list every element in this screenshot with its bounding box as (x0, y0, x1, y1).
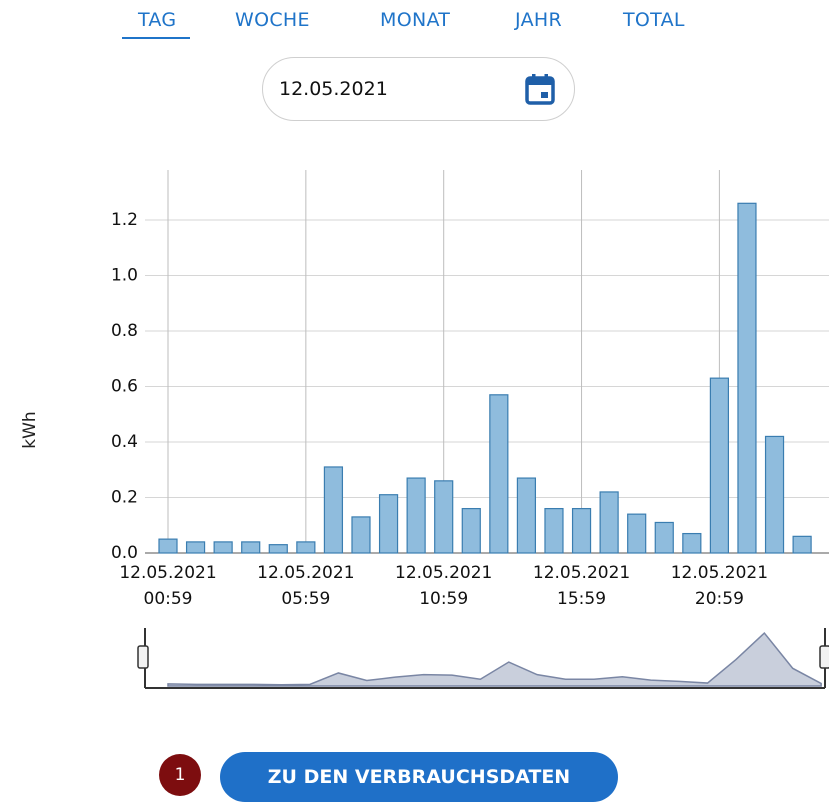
x-tick-label: 12.05.2021 20:59 (670, 563, 769, 609)
date-picker[interactable]: 12.05.2021 (262, 57, 575, 121)
y-tick-label: 0.8 (111, 321, 138, 341)
bar (406, 477, 426, 554)
y-tick-label: 0.2 (111, 487, 138, 507)
tab[interactable]: TOTAL (623, 9, 685, 31)
tab[interactable]: MONAT (380, 9, 451, 31)
bar (599, 491, 619, 554)
bar (296, 541, 316, 554)
tab[interactable]: WOCHE (235, 9, 310, 31)
y-tick-label: 0.4 (111, 432, 138, 452)
bar (213, 541, 233, 554)
bar (434, 480, 454, 554)
tab[interactable]: TAG (122, 9, 191, 39)
bar (185, 541, 206, 554)
date-text: 12.05.2021 (279, 78, 388, 100)
chart: 0.0 0.2 0.4 0.6 0.8 1.0 1.2 (111, 170, 829, 689)
y-tick-label: 0.0 (111, 543, 138, 563)
x-tick-label: 12.05.2021 00:59 (119, 563, 217, 609)
y-tick-label: 0.6 (111, 376, 138, 396)
bar (158, 538, 178, 554)
calendar-icon[interactable] (525, 73, 555, 105)
bar (268, 544, 288, 554)
bar (516, 477, 537, 554)
bar (737, 202, 757, 554)
bar (461, 507, 481, 554)
bar (682, 532, 702, 554)
x-tick-label: 12.05.2021 05:59 (257, 563, 355, 609)
notification-badge: 1 (159, 754, 201, 796)
x-tick-label: 12.05.2021 15:59 (532, 563, 631, 609)
bar (241, 541, 261, 554)
y-tick-label: 1.2 (111, 210, 138, 230)
bar (323, 466, 344, 554)
consumption-data-button[interactable]: ZU DEN VERBRAUCHSDATEN (220, 752, 618, 802)
bar (489, 394, 509, 554)
navigator-area (167, 631, 822, 687)
bar (709, 377, 730, 554)
x-tick-label: 12.05.2021 10:59 (395, 563, 493, 609)
y-tick-label: 1.0 (111, 265, 138, 285)
bar (378, 494, 399, 554)
navigator-frame (137, 628, 829, 689)
tab[interactable]: JAHR (515, 9, 562, 31)
bar (764, 435, 785, 554)
bar (627, 513, 647, 554)
bar (571, 507, 592, 554)
bar (351, 516, 371, 554)
bar (792, 535, 812, 554)
bar (654, 521, 674, 554)
bar (544, 507, 564, 554)
